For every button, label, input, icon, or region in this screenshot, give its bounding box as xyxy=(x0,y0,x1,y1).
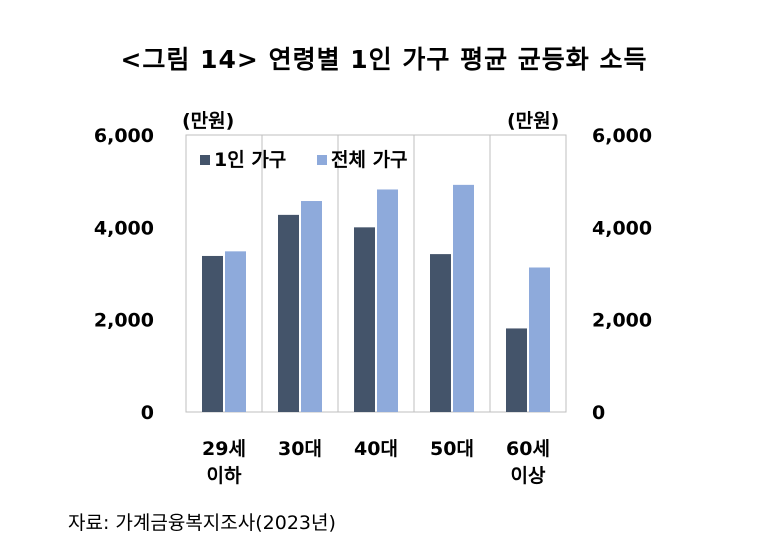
bar-single-person-2 xyxy=(354,227,375,412)
legend-swatch-single-person xyxy=(200,155,210,165)
right-unit-label: (만원) xyxy=(507,110,560,132)
plot-area-border xyxy=(185,134,567,413)
bar-all-1 xyxy=(301,201,322,412)
source-note: 자료: 가계금융복지조사(2023년) xyxy=(68,512,336,534)
bar-all-2 xyxy=(377,189,398,412)
y-tick-label-left: 0 xyxy=(141,402,154,424)
bar-single-person-0 xyxy=(202,255,223,412)
y-tick-label-right: 6,000 xyxy=(592,125,652,147)
bar-single-person-4 xyxy=(506,328,527,412)
legend-label-single-person: 1인 가구 xyxy=(214,149,286,171)
bar-all-3 xyxy=(453,184,474,412)
x-category-label: 60세 xyxy=(506,438,550,460)
y-tick-label-right: 4,000 xyxy=(592,217,652,239)
x-category-label: 이상 xyxy=(511,465,546,487)
x-category-label: 50대 xyxy=(430,438,474,460)
x-category-label: 29세 xyxy=(202,438,246,460)
chart-title: <그림 14> 연령별 1인 가구 평균 균등화 소득 xyxy=(120,45,648,74)
bar-single-person-3 xyxy=(430,254,451,412)
y-tick-label-right: 0 xyxy=(592,402,605,424)
y-tick-label-right: 2,000 xyxy=(592,310,652,332)
x-category-label: 30대 xyxy=(278,438,322,460)
x-category-label: 40대 xyxy=(354,438,398,460)
y-tick-label-left: 4,000 xyxy=(94,217,154,239)
x-category-label: 이하 xyxy=(207,465,242,487)
left-unit-label: (만원) xyxy=(182,110,235,132)
y-tick-label-left: 2,000 xyxy=(94,310,154,332)
y-tick-label-left: 6,000 xyxy=(94,125,154,147)
bar-all-0 xyxy=(225,251,246,412)
bar-single-person-1 xyxy=(278,214,299,412)
bar-all-4 xyxy=(529,267,550,412)
legend-label-all: 전체 가구 xyxy=(331,149,408,171)
legend-swatch-all xyxy=(317,155,327,165)
